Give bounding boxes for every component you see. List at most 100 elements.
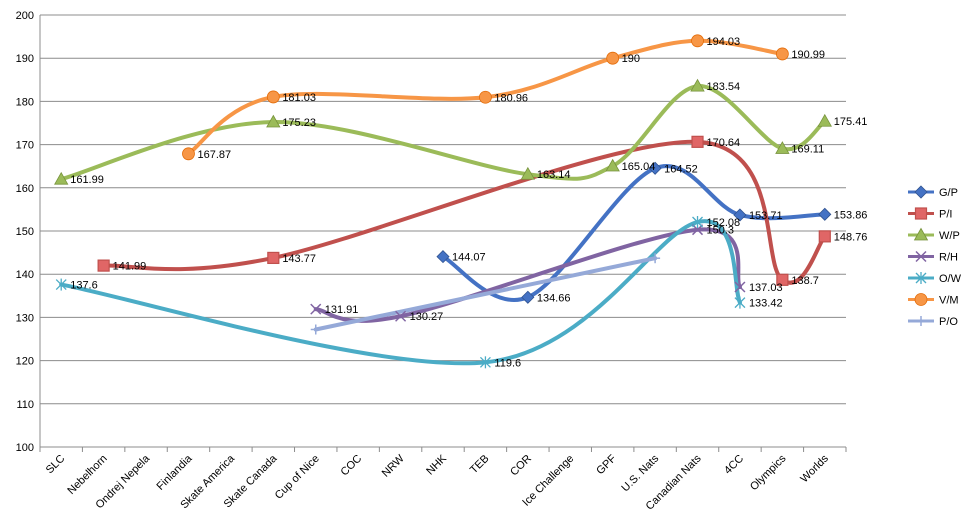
legend-item: R/H: [908, 250, 958, 264]
y-tick-label: 130: [16, 312, 34, 324]
data-point: [605, 158, 620, 172]
series-markers: [54, 34, 832, 369]
data-point: [776, 273, 789, 286]
data-label: 133.42: [749, 298, 783, 310]
legend-item: G/P: [908, 185, 958, 199]
data-point: [55, 278, 67, 291]
data-point: [267, 251, 280, 265]
data-point: [310, 303, 322, 315]
data-label: 194.03: [707, 36, 741, 48]
legend-label: P/O: [939, 316, 958, 328]
data-label: 165.04: [622, 161, 656, 173]
y-tick-label: 150: [16, 226, 34, 238]
data-point: [182, 147, 195, 161]
data-label: 175.23: [282, 117, 316, 129]
data-point: [650, 253, 661, 264]
axes: [39, 15, 847, 452]
data-point: [734, 281, 746, 293]
data-point: [520, 166, 536, 180]
legend-label: P/I: [939, 209, 952, 221]
y-tick-label: 190: [16, 53, 34, 65]
series-lines: [59, 38, 827, 366]
y-tick-label: 200: [16, 10, 34, 22]
data-label: 163.14: [537, 169, 571, 181]
y-tick-label: 110: [16, 399, 34, 411]
data-label: 137.03: [749, 282, 783, 294]
data-point: [266, 90, 280, 104]
data-label: 137.6: [70, 280, 98, 292]
data-point: [733, 208, 747, 222]
legend: G/P P/I W/P R/H O/W V/M P/O: [908, 185, 962, 328]
legend-item: W/P: [908, 227, 960, 242]
data-point: [310, 324, 321, 335]
y-tick-label: 170: [16, 140, 34, 152]
legend-item: V/M: [908, 293, 959, 307]
data-point: [775, 141, 790, 154]
data-label: 138.7: [791, 275, 819, 287]
data-label: 175.41: [834, 116, 868, 128]
data-label: 148.76: [834, 231, 868, 243]
data-point: [54, 171, 69, 185]
legend-item: O/W: [908, 272, 962, 285]
y-tick-label: 100: [16, 442, 34, 454]
legend-marker: [915, 250, 927, 263]
legend-label: R/H: [939, 252, 958, 264]
data-point: [266, 114, 281, 128]
data-point: [692, 216, 703, 229]
data-point: [479, 90, 492, 104]
data-label: 164.52: [664, 163, 698, 175]
y-tick-label: 160: [16, 183, 34, 195]
data-label: 152.08: [707, 217, 741, 229]
data-point: [436, 250, 450, 264]
data-label: 141.99: [113, 261, 147, 273]
data-label: 183.54: [707, 81, 741, 93]
data-point: [734, 296, 746, 309]
data-point: [521, 290, 535, 304]
legend-item: P/O: [908, 316, 958, 328]
data-label: 170.64: [707, 137, 741, 149]
series-line-o-w: [59, 219, 742, 366]
legend-item: P/I: [908, 207, 952, 221]
data-point: [691, 224, 704, 236]
data-point: [691, 135, 704, 148]
series-line-w-p: [59, 84, 827, 182]
data-label: 144.07: [452, 252, 486, 264]
data-label: 190.99: [791, 49, 825, 61]
data-label: 119.6: [494, 357, 521, 369]
legend-label: W/P: [939, 230, 960, 242]
legend-marker: [915, 272, 927, 284]
legend-marker: [914, 207, 928, 220]
y-tick-labels: 100 110 120 130 140 150 160 170 180 190 200: [16, 10, 34, 454]
y-tick-label: 180: [16, 96, 34, 108]
data-point: [818, 207, 832, 221]
legend-label: G/P: [939, 187, 958, 199]
data-label: 153.71: [749, 210, 783, 222]
data-point: [817, 113, 832, 127]
data-label: 134.66: [537, 292, 571, 304]
gridlines: [40, 14, 846, 405]
data-label: 131.91: [325, 304, 359, 316]
data-label: 150.3: [707, 225, 735, 237]
legend-marker: [914, 185, 928, 199]
data-point: [691, 34, 704, 48]
data-point: [648, 161, 662, 175]
data-label: 181.03: [282, 92, 316, 104]
data-label: 161.99: [70, 174, 104, 186]
series-line-p-o: [313, 256, 658, 332]
legend-label: V/M: [939, 295, 959, 307]
data-label: 143.77: [282, 253, 316, 265]
data-point: [690, 78, 705, 92]
data-point: [97, 259, 110, 272]
data-point: [395, 310, 407, 322]
data-point: [606, 51, 620, 65]
data-label: 130.27: [410, 311, 444, 323]
data-label: 167.87: [197, 149, 231, 161]
y-tick-label: 140: [16, 269, 34, 281]
data-point: [479, 356, 491, 369]
data-point: [818, 230, 831, 243]
data-point: [775, 47, 789, 61]
legend-marker: [914, 293, 928, 306]
legend-marker: [916, 316, 926, 326]
data-label: 180.96: [494, 92, 528, 104]
